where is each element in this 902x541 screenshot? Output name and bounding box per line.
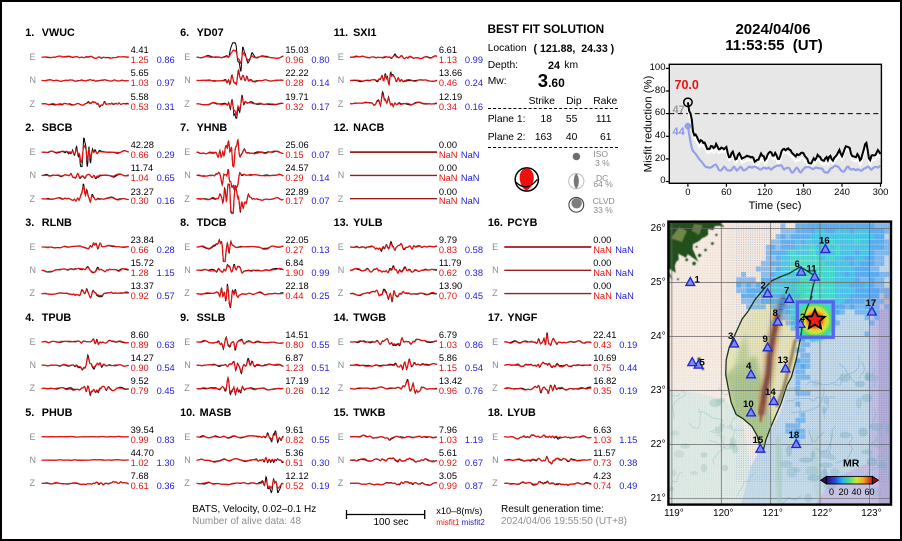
svg-text:MR: MR: [843, 458, 860, 470]
svg-text:40: 40: [852, 487, 862, 497]
svg-text:16: 16: [819, 236, 830, 247]
svg-text:5: 5: [700, 358, 706, 369]
svg-text:14: 14: [765, 387, 776, 398]
svg-text:13: 13: [778, 355, 789, 366]
svg-text:4: 4: [746, 361, 752, 372]
svg-text:20: 20: [839, 487, 849, 497]
svg-text:3: 3: [728, 331, 733, 342]
svg-text:17: 17: [866, 298, 877, 309]
svg-text:7: 7: [784, 286, 789, 297]
svg-text:8: 8: [773, 308, 779, 319]
svg-text:15: 15: [753, 435, 764, 446]
svg-text:11: 11: [807, 264, 818, 275]
svg-text:1: 1: [695, 275, 701, 286]
svg-text:2: 2: [761, 281, 766, 292]
svg-text:9: 9: [763, 334, 768, 345]
svg-text:18: 18: [789, 430, 800, 441]
svg-text:0: 0: [829, 487, 834, 497]
svg-text:10: 10: [743, 399, 754, 410]
svg-text:2: 2: [800, 312, 805, 323]
svg-text:60: 60: [865, 487, 875, 497]
svg-text:6: 6: [795, 259, 800, 270]
